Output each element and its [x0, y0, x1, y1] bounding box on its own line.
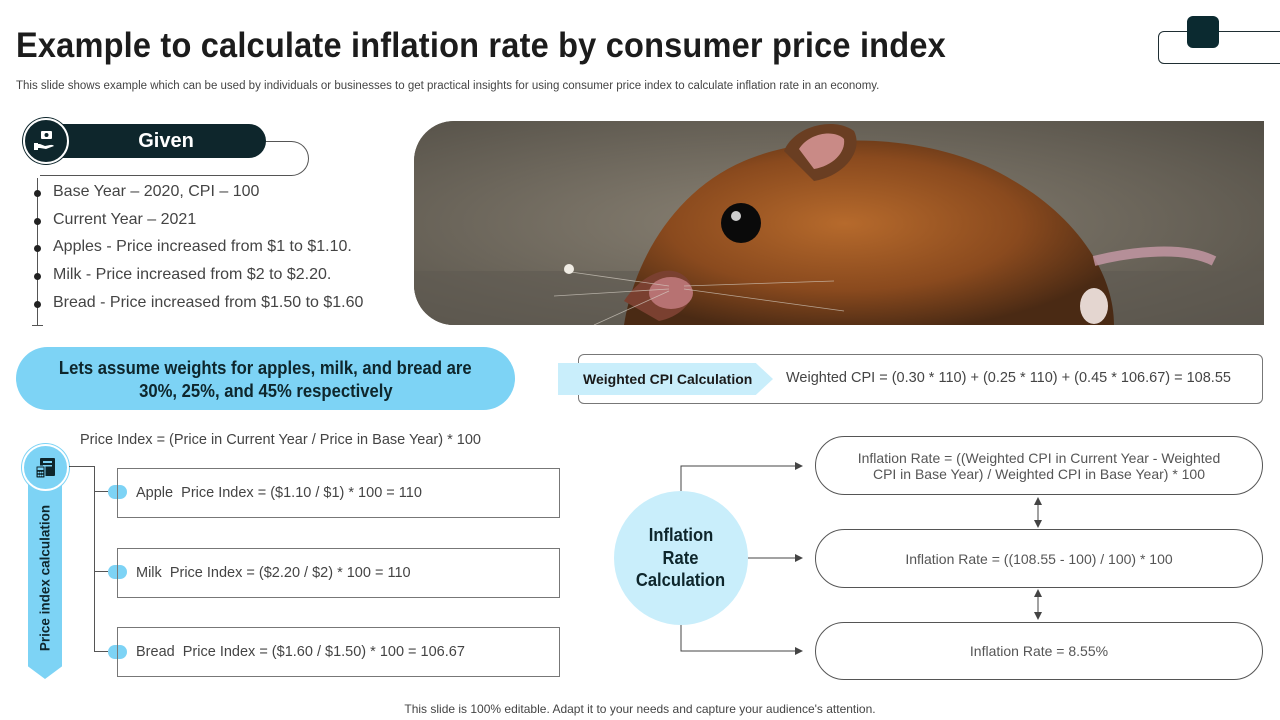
inflation-circle-line-2: Rate	[663, 547, 699, 568]
list-item: Current Year – 2021	[33, 211, 363, 239]
price-index-connector-stub	[94, 491, 108, 492]
list-item: Bread - Price increased from $1.50 to $1…	[33, 294, 363, 322]
given-list: Base Year – 2020, CPI – 100 Current Year…	[33, 183, 363, 321]
hand-holding-money-icon	[23, 118, 69, 164]
corner-decoration-square	[1187, 16, 1219, 48]
weights-assumption-banner: Lets assume weights for apples, milk, an…	[16, 347, 515, 410]
page-title: Example to calculate inflation rate by c…	[16, 26, 946, 65]
apple-price-index-text: Apple Price Index = ($1.10 / $1) * 100 =…	[136, 485, 422, 501]
list-item: Apples - Price increased from $1 to $1.1…	[33, 238, 363, 266]
weights-line-2: 30%, 25%, and 45% respectively	[138, 379, 393, 401]
inflation-rate-calculation-circle: Inflation Rate Calculation	[614, 491, 748, 625]
inflation-circle-line-1: Inflation	[648, 525, 714, 546]
milk-price-index-text: Milk Price Index = ($2.20 / $2) * 100 = …	[136, 565, 411, 581]
given-header: Given	[46, 124, 266, 158]
inflation-formula-line-2: CPI in Base Year) / Weighted CPI in Base…	[872, 465, 1206, 482]
milk-price-index-box: Milk Price Index = ($2.20 / $2) * 100 = …	[117, 548, 560, 598]
weighted-cpi-formula: Weighted CPI = (0.30 * 110) + (0.25 * 11…	[786, 370, 1231, 386]
price-index-connector	[69, 466, 94, 467]
inflation-rate-result-pill: Inflation Rate = 8.55%	[815, 622, 1263, 680]
given-list-cap	[32, 325, 43, 326]
inflation-formula-line-1: Inflation Rate = ((Weighted CPI in Curre…	[857, 449, 1221, 466]
inflation-result-text: Inflation Rate = 8.55%	[969, 643, 1109, 659]
inflation-substituted-text: Inflation Rate = ((108.55 - 100) / 100) …	[905, 550, 1173, 567]
given-label: Given	[138, 129, 194, 152]
inflation-rate-substituted-pill: Inflation Rate = ((108.55 - 100) / 100) …	[815, 529, 1263, 588]
weighted-cpi-label: Weighted CPI Calculation	[583, 371, 753, 387]
apple-price-index-box: Apple Price Index = ($1.10 / $1) * 100 =…	[117, 468, 560, 518]
inflation-circle-line-3: Calculation	[636, 570, 726, 591]
price-index-formula: Price Index = (Price in Current Year / P…	[80, 432, 481, 448]
price-index-connector-stub	[94, 571, 108, 572]
footer-note: This slide is 100% editable. Adapt it to…	[404, 702, 876, 716]
list-item: Base Year – 2020, CPI – 100	[33, 183, 363, 211]
bread-price-index-text: Bread Price Index = ($1.60 / $1.50) * 10…	[136, 644, 465, 660]
mouse-photo	[414, 121, 1264, 325]
list-item: Milk - Price increased from $2 to $2.20.	[33, 266, 363, 294]
weights-line-1: Lets assume weights for apples, milk, an…	[59, 356, 472, 378]
price-index-band	[28, 468, 62, 679]
page-subtitle: This slide shows example which can be us…	[16, 80, 880, 92]
corner-decoration-outline	[1158, 31, 1280, 64]
price-index-connector-vertical	[94, 466, 95, 652]
calculator-document-icon	[22, 444, 69, 491]
weighted-cpi-label-arrow: Weighted CPI Calculation	[558, 363, 773, 395]
bread-price-index-box: Bread Price Index = ($1.60 / $1.50) * 10…	[117, 627, 560, 677]
price-index-connector-stub	[94, 651, 108, 652]
inflation-rate-formula-pill: Inflation Rate = ((Weighted CPI in Curre…	[815, 436, 1263, 495]
